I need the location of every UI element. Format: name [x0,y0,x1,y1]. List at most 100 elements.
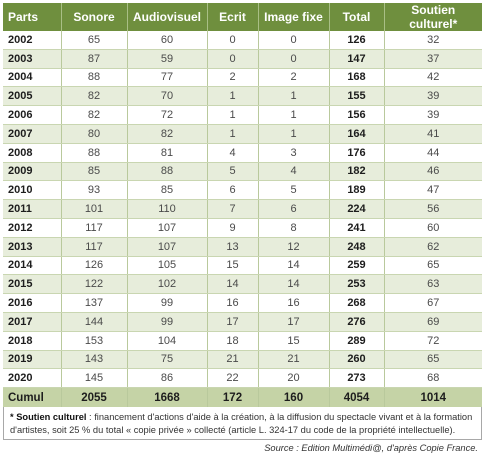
audiovisuel-cell: 72 [127,105,208,125]
year-cell: 2006 [3,105,62,125]
cumul-soutien-cell: 1014 [384,387,482,408]
ecrit-cell: 22 [207,368,259,389]
table-row: 2011 101 110 7 6 224 56 [3,199,482,219]
table-row: 2015 122 102 14 14 253 63 [3,274,482,295]
year-cell: 2010 [3,180,62,201]
sonore-cell: 144 [61,312,128,332]
sonore-cell: 88 [61,143,128,163]
audiovisuel-cell: 105 [127,256,208,276]
year-cell: 2008 [3,143,62,163]
soutien-cell: 60 [384,218,482,238]
ecrit-cell: 17 [207,312,259,332]
table-row: 2009 85 88 5 4 182 46 [3,162,482,182]
soutien-cell: 62 [384,237,482,257]
image-cell: 1 [258,105,330,125]
sonore-cell: 122 [61,274,128,295]
ecrit-cell: 14 [207,274,259,295]
ecrit-cell: 16 [207,293,259,313]
total-cell: 268 [329,293,385,313]
sonore-cell: 87 [61,49,128,69]
sonore-cell: 85 [61,162,128,182]
audiovisuel-cell: 110 [127,199,208,219]
table-row: 2020 145 86 22 20 273 68 [3,368,482,389]
sonore-cell: 93 [61,180,128,201]
soutien-cell: 65 [384,256,482,276]
image-cell: 0 [258,31,330,50]
year-cell: 2013 [3,237,62,257]
audiovisuel-cell: 86 [127,368,208,389]
year-cell: 2005 [3,86,62,107]
audiovisuel-cell: 104 [127,331,208,351]
soutien-cell: 56 [384,199,482,219]
ecrit-cell: 13 [207,237,259,257]
total-cell: 253 [329,274,385,295]
image-cell: 6 [258,199,330,219]
sonore-cell: 143 [61,350,128,370]
ecrit-cell: 5 [207,162,259,182]
table-row: 2005 82 70 1 1 155 39 [3,86,482,107]
audiovisuel-cell: 107 [127,237,208,257]
ecrit-cell: 6 [207,180,259,201]
total-cell: 155 [329,86,385,107]
sonore-cell: 82 [61,86,128,107]
year-cell: 2003 [3,49,62,69]
year-cell: 2018 [3,331,62,351]
table-row: 2018 153 104 18 15 289 72 [3,331,482,351]
image-cell: 0 [258,49,330,69]
table-row: 2006 82 72 1 1 156 39 [3,105,482,125]
table-row: 2017 144 99 17 17 276 69 [3,312,482,332]
total-cell: 276 [329,312,385,332]
year-cell: 2007 [3,124,62,144]
soutien-cell: 68 [384,368,482,389]
image-cell: 14 [258,256,330,276]
ecrit-cell: 15 [207,256,259,276]
total-cell: 248 [329,237,385,257]
year-cell: 2016 [3,293,62,313]
audiovisuel-cell: 102 [127,274,208,295]
ecrit-cell: 9 [207,218,259,238]
total-cell: 164 [329,124,385,144]
year-cell: 2019 [3,350,62,370]
header-parts: Parts [3,3,62,31]
sonore-cell: 65 [61,31,128,50]
total-cell: 168 [329,68,385,88]
total-cell: 241 [329,218,385,238]
table-row: 2012 117 107 9 8 241 60 [3,218,482,238]
audiovisuel-cell: 81 [127,143,208,163]
ecrit-cell: 1 [207,105,259,125]
sonore-cell: 101 [61,199,128,219]
footnote: * Soutien culturel : financement d'actio… [3,407,482,441]
total-cell: 147 [329,49,385,69]
image-cell: 1 [258,124,330,144]
year-cell: 2020 [3,368,62,389]
sonore-cell: 153 [61,331,128,351]
image-cell: 8 [258,218,330,238]
year-cell: 2011 [3,199,62,219]
year-cell: 2009 [3,162,62,182]
table-row: 2014 126 105 15 14 259 65 [3,256,482,276]
header-row: Parts Sonore Audiovisuel Ecrit Image fix… [3,3,482,31]
ecrit-cell: 0 [207,49,259,69]
table-row: 2019 143 75 21 21 260 65 [3,350,482,370]
table-figure: Parts Sonore Audiovisuel Ecrit Image fix… [3,3,482,453]
total-cell: 224 [329,199,385,219]
audiovisuel-cell: 75 [127,350,208,370]
soutien-cell: 65 [384,350,482,370]
sonore-cell: 88 [61,68,128,88]
image-cell: 17 [258,312,330,332]
table-row: 2010 93 85 6 5 189 47 [3,180,482,201]
table-body: 2002 65 60 0 0 126 32 2003 87 59 0 0 147 37 2004 88 77 2 2… [3,31,482,408]
audiovisuel-cell: 85 [127,180,208,201]
audiovisuel-cell: 59 [127,49,208,69]
ecrit-cell: 18 [207,331,259,351]
image-cell: 20 [258,368,330,389]
audiovisuel-cell: 60 [127,31,208,50]
total-cell: 259 [329,256,385,276]
total-cell: 289 [329,331,385,351]
image-cell: 12 [258,237,330,257]
header-total: Total [329,3,385,31]
table-row: 2003 87 59 0 0 147 37 [3,49,482,69]
cumul-image-cell: 160 [258,387,330,408]
cumul-ecrit-cell: 172 [207,387,259,408]
audiovisuel-cell: 99 [127,293,208,313]
